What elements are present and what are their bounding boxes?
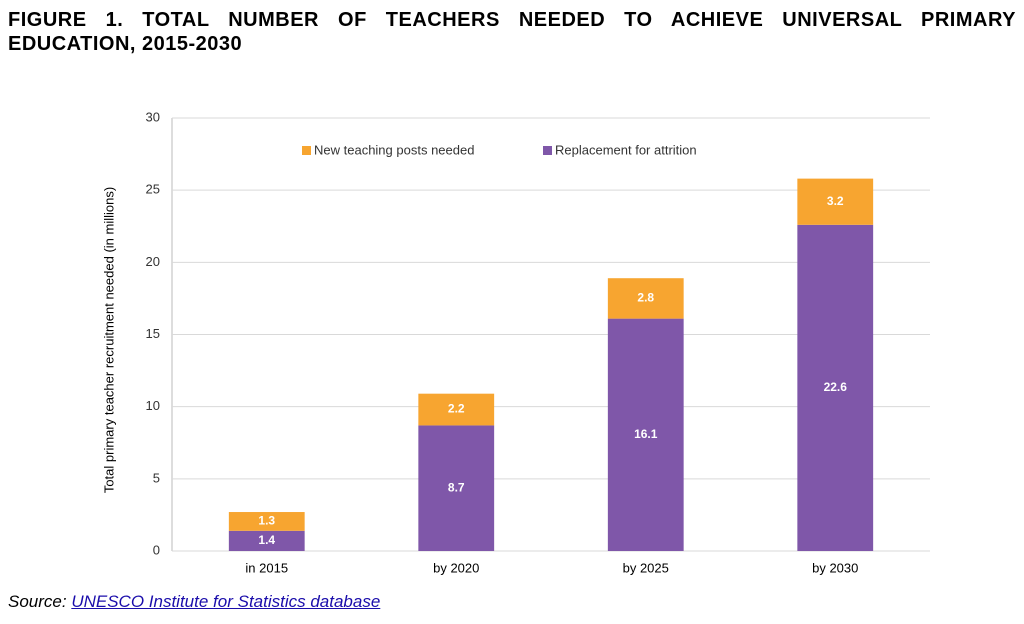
- data-label: 2.2: [448, 402, 465, 416]
- data-label: 16.1: [634, 427, 658, 441]
- bar-segment: [418, 425, 495, 551]
- data-label: 8.7: [448, 480, 465, 494]
- bar-segment: [797, 178, 874, 225]
- source-link[interactable]: UNESCO Institute for Statistics database: [71, 592, 381, 611]
- y-tick-label: 5: [153, 470, 160, 485]
- data-label: 1.4: [258, 533, 275, 547]
- legend-label: Replacement for attrition: [555, 142, 697, 157]
- y-tick-label: 25: [146, 182, 160, 197]
- chart-title: FIGURE 1. TOTAL NUMBER OF TEACHERS NEEDE…: [8, 9, 1016, 55]
- data-label: 2.8: [637, 291, 654, 305]
- legend-swatch: [543, 146, 552, 155]
- y-tick-label: 20: [146, 254, 160, 269]
- bar-segment: [797, 224, 874, 551]
- legend-swatch: [302, 146, 311, 155]
- x-tick-label: by 2030: [812, 560, 858, 575]
- data-label: 3.2: [827, 194, 844, 208]
- y-tick-label: 0: [153, 542, 160, 557]
- bar-segment: [607, 278, 684, 319]
- bar-segment: [228, 512, 305, 531]
- x-tick-label: by 2025: [623, 560, 669, 575]
- y-tick-label: 10: [146, 398, 160, 413]
- y-tick-label: 15: [146, 326, 160, 341]
- chart: Total primary teacher recruitment needed…: [101, 109, 930, 575]
- bar-segment: [418, 393, 495, 426]
- legend-label: New teaching posts needed: [314, 142, 474, 157]
- source: Source: UNESCO Institute for Statistics …: [8, 592, 380, 612]
- data-label: 22.6: [824, 380, 848, 394]
- data-label: 1.3: [258, 514, 275, 528]
- y-axis-label: Total primary teacher recruitment needed…: [101, 187, 116, 493]
- source-label: Source:: [8, 592, 67, 611]
- bar-segment: [228, 530, 305, 551]
- x-tick-label: by 2020: [433, 560, 479, 575]
- bar-segment: [607, 318, 684, 551]
- y-tick-label: 30: [146, 109, 160, 124]
- x-tick-label: in 2015: [245, 560, 288, 575]
